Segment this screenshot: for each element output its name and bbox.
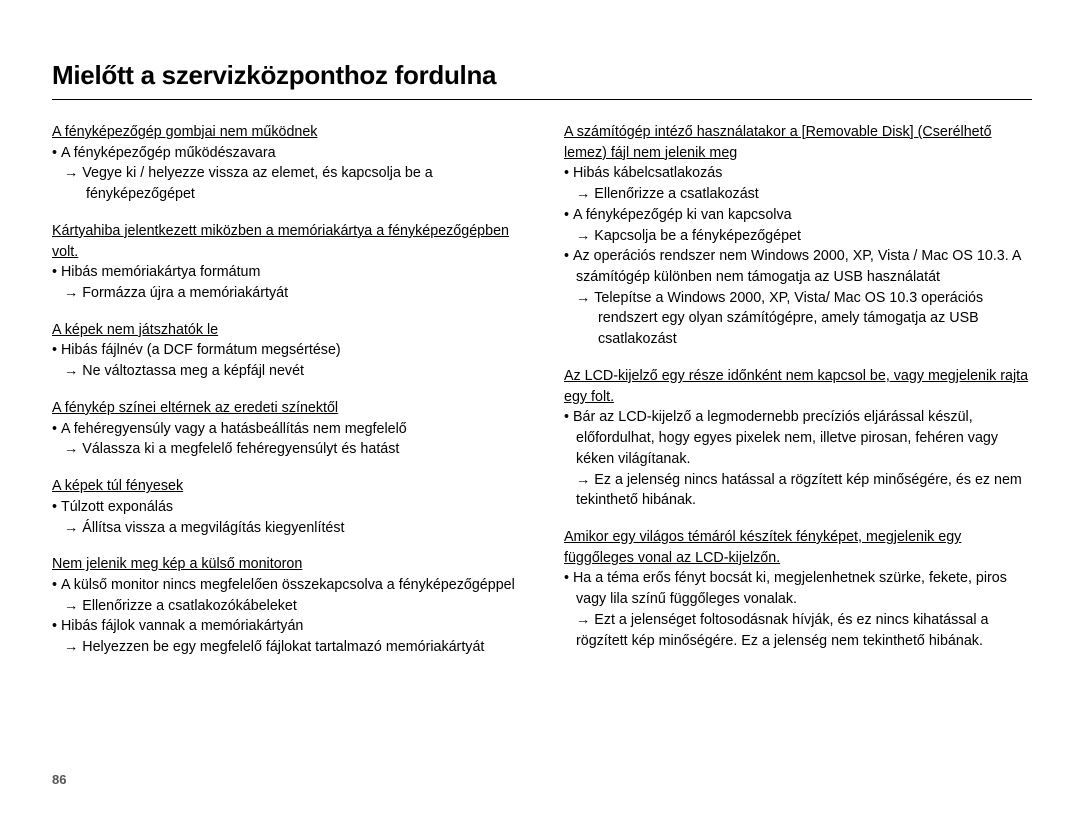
issue-block: A fénykép színei eltérnek az eredeti szí… xyxy=(52,398,520,460)
issue-cause: Hibás fájlnév (a DCF formátum megsértése… xyxy=(52,340,520,361)
right-column: A számítógép intéző használatakor a [Rem… xyxy=(564,122,1032,674)
issue-block: Nem jelenik meg kép a külső monitoron A … xyxy=(52,554,520,658)
issue-solution: Ne változtassa meg a képfájl nevét xyxy=(52,361,520,382)
issue-cause: A fényképezőgép ki van kapcsolva xyxy=(564,205,1032,226)
issue-block: A fényképezőgép gombjai nem működnek A f… xyxy=(52,122,520,205)
issue-cause: Hibás fájlok vannak a memóriakártyán xyxy=(52,616,520,637)
issue-title: A fényképezőgép gombjai nem működnek xyxy=(52,122,520,143)
issue-block: Kártyahiba jelentkezett miközben a memór… xyxy=(52,221,520,304)
issue-cause: A fehéregyensúly vagy a hatásbeállítás n… xyxy=(52,419,520,440)
issue-title: A fénykép színei eltérnek az eredeti szí… xyxy=(52,398,520,419)
issue-solution: Kapcsolja be a fényképezőgépet xyxy=(564,226,1032,247)
issue-solution: Telepítse a Windows 2000, XP, Vista/ Mac… xyxy=(564,288,1032,350)
issue-title: A képek nem játszhatók le xyxy=(52,320,520,341)
issue-cause: Túlzott exponálás xyxy=(52,497,520,518)
issue-solution: Ellenőrizze a csatlakozókábeleket xyxy=(52,596,520,617)
issue-block: Az LCD-kijelző egy része időnként nem ka… xyxy=(564,366,1032,511)
issue-solution: Ez a jelenség nincs hatással a rögzített… xyxy=(564,470,1032,511)
issue-cause: A fényképezőgép működészavara xyxy=(52,143,520,164)
page-title: Mielőtt a szervizközponthoz fordulna xyxy=(52,60,1032,100)
issue-title: Amikor egy világos témáról készítek fény… xyxy=(564,527,1032,568)
issue-solution: Helyezzen be egy megfelelő fájlokat tart… xyxy=(52,637,520,658)
issue-title: A számítógép intéző használatakor a [Rem… xyxy=(564,122,1032,163)
issue-title: A képek túl fényesek xyxy=(52,476,520,497)
issue-cause: Bár az LCD-kijelző a legmodernebb precíz… xyxy=(564,407,1032,469)
issue-cause: A külső monitor nincs megfelelően összek… xyxy=(52,575,520,596)
issue-cause: Az operációs rendszer nem Windows 2000, … xyxy=(564,246,1032,287)
issue-block: A képek nem játszhatók le Hibás fájlnév … xyxy=(52,320,520,382)
issue-cause: Ha a téma erős fényt bocsát ki, megjelen… xyxy=(564,568,1032,609)
issue-solution: Állítsa vissza a megvilágítás kiegyenlít… xyxy=(52,518,520,539)
issue-solution: Vegye ki / helyezze vissza az elemet, és… xyxy=(52,163,520,204)
page-number: 86 xyxy=(52,772,66,787)
issue-title: Kártyahiba jelentkezett miközben a memór… xyxy=(52,221,520,262)
issue-title: Az LCD-kijelző egy része időnként nem ka… xyxy=(564,366,1032,407)
issue-block: Amikor egy világos témáról készítek fény… xyxy=(564,527,1032,651)
issue-block: A számítógép intéző használatakor a [Rem… xyxy=(564,122,1032,350)
issue-block: A képek túl fényesek Túlzott exponálás Á… xyxy=(52,476,520,538)
issue-cause: Hibás kábelcsatlakozás xyxy=(564,163,1032,184)
issue-cause: Hibás memóriakártya formátum xyxy=(52,262,520,283)
issue-title: Nem jelenik meg kép a külső monitoron xyxy=(52,554,520,575)
issue-solution: Ezt a jelenséget foltosodásnak hívják, é… xyxy=(564,610,1032,651)
content-columns: A fényképezőgép gombjai nem működnek A f… xyxy=(52,122,1032,674)
issue-solution: Válassza ki a megfelelő fehéregyensúlyt … xyxy=(52,439,520,460)
issue-solution: Formázza újra a memóriakártyát xyxy=(52,283,520,304)
left-column: A fényképezőgép gombjai nem működnek A f… xyxy=(52,122,520,674)
issue-solution: Ellenőrizze a csatlakozást xyxy=(564,184,1032,205)
